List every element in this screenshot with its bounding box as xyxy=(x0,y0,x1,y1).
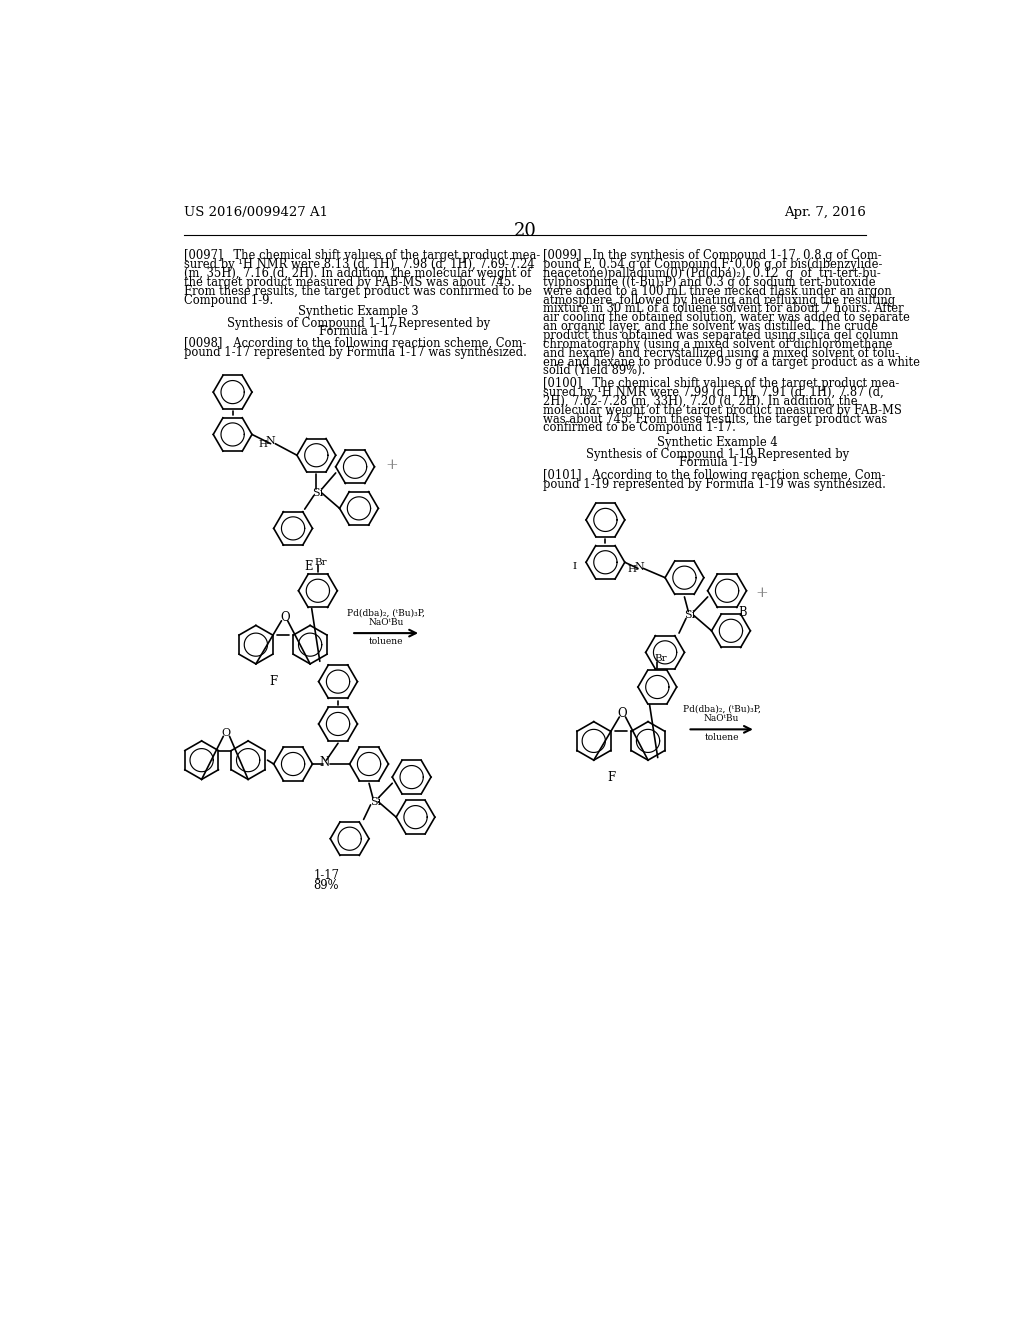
Text: [0101]   According to the following reaction scheme, Com-: [0101] According to the following reacti… xyxy=(544,469,886,482)
Text: 1-17: 1-17 xyxy=(313,869,339,882)
Text: air cooling the obtained solution, water was added to separate: air cooling the obtained solution, water… xyxy=(544,312,910,325)
Text: F: F xyxy=(269,675,278,688)
Text: Si: Si xyxy=(684,610,695,620)
Text: chromatography (using a mixed solvent of dichloromethane: chromatography (using a mixed solvent of… xyxy=(544,338,893,351)
Text: an organic layer, and the solvent was distilled. The crude: an organic layer, and the solvent was di… xyxy=(544,321,879,333)
Text: N: N xyxy=(265,437,274,446)
Text: was about 745. From these results, the target product was: was about 745. From these results, the t… xyxy=(544,412,888,425)
Text: neacetone)palladium(0) (Pd(dba)₂), 0.12  g  of  tri-tert-bu-: neacetone)palladium(0) (Pd(dba)₂), 0.12 … xyxy=(544,267,881,280)
Text: ene and hexane to produce 0.95 g of a target product as a white: ene and hexane to produce 0.95 g of a ta… xyxy=(544,355,921,368)
Text: [0098]   According to the following reaction scheme, Com-: [0098] According to the following reacti… xyxy=(183,338,526,350)
Text: Synthetic Example 4: Synthetic Example 4 xyxy=(657,437,778,449)
Text: +: + xyxy=(756,586,768,601)
Text: pound 1-19 represented by Formula 1-19 was synthesized.: pound 1-19 represented by Formula 1-19 w… xyxy=(544,478,887,491)
Text: Synthesis of Compound 1-17 Represented by: Synthesis of Compound 1-17 Represented b… xyxy=(226,317,489,330)
Text: pound E, 0.54 g of Compound F, 0.06 g of bis(dibenzylide-: pound E, 0.54 g of Compound F, 0.06 g of… xyxy=(544,259,883,271)
Text: Formula 1-17: Formula 1-17 xyxy=(318,326,397,338)
Text: [0100]   The chemical shift values of the target product mea-: [0100] The chemical shift values of the … xyxy=(544,378,900,391)
Text: mixture in 30 mL of a toluene solvent for about 7 hours. After: mixture in 30 mL of a toluene solvent fo… xyxy=(544,302,904,315)
Text: toluene: toluene xyxy=(705,733,739,742)
Text: pound 1-17 represented by Formula 1-17 was synthesized.: pound 1-17 represented by Formula 1-17 w… xyxy=(183,346,526,359)
Text: 89%: 89% xyxy=(313,879,339,892)
Text: solid (Yield 89%).: solid (Yield 89%). xyxy=(544,364,646,378)
Text: Si: Si xyxy=(312,488,324,498)
Text: [0097]   The chemical shift values of the target product mea-: [0097] The chemical shift values of the … xyxy=(183,249,540,263)
Text: toluene: toluene xyxy=(369,638,403,645)
Text: Apr. 7, 2016: Apr. 7, 2016 xyxy=(784,206,866,219)
Text: H: H xyxy=(627,565,636,574)
Text: NaOᵗBu: NaOᵗBu xyxy=(703,714,739,723)
Text: F: F xyxy=(607,771,615,784)
Text: N: N xyxy=(319,756,330,770)
Text: N: N xyxy=(634,562,644,572)
Text: Synthesis of Compound 1-19 Represented by: Synthesis of Compound 1-19 Represented b… xyxy=(586,447,849,461)
Text: Formula 1-19: Formula 1-19 xyxy=(679,457,757,470)
Text: and hexane) and recrystallized using a mixed solvent of tolu-: and hexane) and recrystallized using a m… xyxy=(544,347,899,359)
Text: From these results, the target product was confirmed to be: From these results, the target product w… xyxy=(183,285,531,298)
Text: (m, 35H), 7.16 (d, 2H). In addition, the molecular weight of: (m, 35H), 7.16 (d, 2H). In addition, the… xyxy=(183,267,531,280)
Text: 2H), 7.62-7.28 (m, 33H), 7.20 (d, 2H). In addition, the: 2H), 7.62-7.28 (m, 33H), 7.20 (d, 2H). I… xyxy=(544,395,858,408)
Text: I: I xyxy=(572,562,577,572)
Text: the target product measured by FAB-MS was about 745.: the target product measured by FAB-MS wa… xyxy=(183,276,515,289)
Text: [0099]   In the synthesis of Compound 1-17, 0.8 g of Com-: [0099] In the synthesis of Compound 1-17… xyxy=(544,249,882,263)
Text: confirmed to be Compound 1-17.: confirmed to be Compound 1-17. xyxy=(544,421,736,434)
Text: O: O xyxy=(617,708,628,721)
Text: US 2016/0099427 A1: US 2016/0099427 A1 xyxy=(183,206,328,219)
Text: Pd(dba)₂, (ᵗBu)₃P,: Pd(dba)₂, (ᵗBu)₃P, xyxy=(683,705,761,714)
Text: 20: 20 xyxy=(513,222,537,239)
Text: H: H xyxy=(258,440,267,449)
Text: Br: Br xyxy=(314,558,328,566)
Text: sured by ¹H NMR were 7.99 (d, 1H), 7.91 (d, 1H), 7.87 (d,: sured by ¹H NMR were 7.99 (d, 1H), 7.91 … xyxy=(544,385,884,399)
Text: E: E xyxy=(304,560,312,573)
Text: tylphosphine ((t-Bu)₃P) and 0.3 g of sodium tert-butoxide: tylphosphine ((t-Bu)₃P) and 0.3 g of sod… xyxy=(544,276,876,289)
Text: sured by ¹H NMR were 8.13 (d, 1H), 7.98 (d, 1H), 7.69-7.24: sured by ¹H NMR were 8.13 (d, 1H), 7.98 … xyxy=(183,259,535,271)
Text: B: B xyxy=(738,606,746,619)
Text: +: + xyxy=(385,458,398,473)
Text: Compound 1-9.: Compound 1-9. xyxy=(183,293,273,306)
Text: Br: Br xyxy=(654,653,667,663)
Text: Pd(dba)₂, (ᵗBu)₃P,: Pd(dba)₂, (ᵗBu)₃P, xyxy=(347,609,425,618)
Text: Synthetic Example 3: Synthetic Example 3 xyxy=(298,305,419,318)
Text: Si: Si xyxy=(370,797,381,807)
Text: NaOᵗBu: NaOᵗBu xyxy=(369,618,403,627)
Text: O: O xyxy=(222,729,230,738)
Text: atmosphere, followed by heating and refluxing the resulting: atmosphere, followed by heating and refl… xyxy=(544,293,896,306)
Text: O: O xyxy=(280,611,290,624)
Text: were added to a 100 mL three necked flask under an argon: were added to a 100 mL three necked flas… xyxy=(544,285,892,298)
Text: molecular weight of the target product measured by FAB-MS: molecular weight of the target product m… xyxy=(544,404,902,417)
Text: product thus obtained was separated using silica gel column: product thus obtained was separated usin… xyxy=(544,329,899,342)
